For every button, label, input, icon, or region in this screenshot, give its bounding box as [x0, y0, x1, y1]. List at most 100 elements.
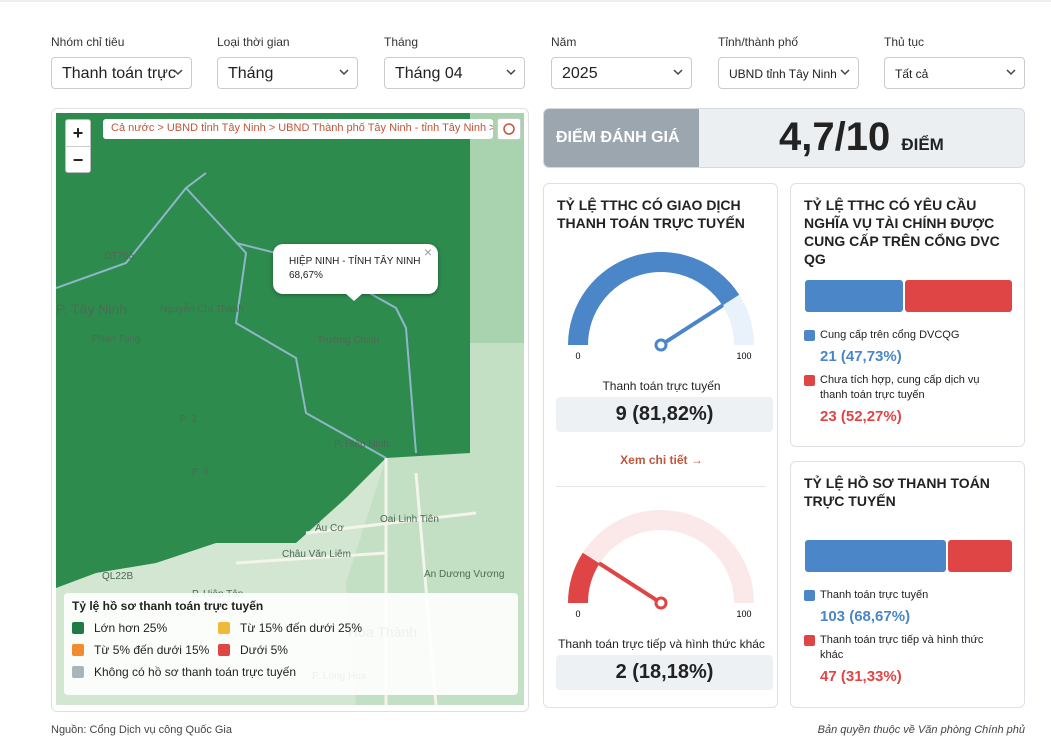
score-number: 4,7/10	[779, 115, 891, 159]
score-label: ĐIỂM ĐÁNH GIÁ	[544, 109, 699, 167]
chevron	[1006, 69, 1016, 76]
series-row: Thanh toán trực tuyến 103 (68,67%)	[804, 588, 1009, 624]
series-value: 23 (52,27%)	[820, 408, 902, 425]
place-label: P. 4	[192, 467, 209, 478]
filter-label: Loại thời gian	[217, 35, 290, 49]
stacked-bar	[805, 280, 1012, 312]
place-label: Phan Tung	[92, 334, 141, 345]
place-label: DT785	[104, 251, 135, 262]
chevron	[840, 69, 850, 76]
place-label: Trường Chinh	[317, 335, 380, 346]
stacked-bar	[805, 540, 1012, 572]
top-border	[0, 0, 1051, 2]
gauge-hub	[654, 596, 668, 610]
filter-select[interactable]: 2025	[551, 57, 692, 89]
series-value: 47 (31,33%)	[820, 668, 902, 685]
reset-icon	[503, 123, 515, 135]
place-label: Âu Cơ	[315, 523, 344, 534]
legend-swatch	[218, 622, 230, 634]
region-hiep-ninh[interactable]	[56, 113, 470, 588]
series-name: Cung cấp trên cổng DVCQG	[820, 329, 960, 341]
filter-value: UBND tỉnh Tây Ninh	[729, 67, 837, 81]
boundary	[185, 187, 387, 459]
legend-text: Lớn hơn 25%	[94, 621, 168, 635]
popup-tip	[345, 293, 363, 301]
series-row: Cung cấp trên cổng DVCQG 21 (47,73%)	[804, 328, 1009, 364]
bar-card: TỶ LỆ TTHC CÓ YÊU CẦU NGHĨA VỤ TÀI CHÍNH…	[790, 183, 1025, 447]
gauge-min: 0	[575, 351, 580, 361]
card-title: TỶ LỆ HỒ SƠ THANH TOÁN TRỰC TUYẾN	[804, 475, 990, 509]
gauge-max: 100	[736, 609, 751, 619]
chevron	[339, 69, 349, 76]
breadcrumb[interactable]: Cả nước > UBND tỉnh Tây Ninh > UBND Thàn…	[103, 119, 493, 139]
gauge-name: Thanh toán trực tuyến	[602, 379, 721, 393]
popup-value: 68,67%	[289, 270, 323, 281]
gauge-min: 0	[575, 609, 580, 619]
zoom-out[interactable]: −	[72, 150, 84, 170]
gauge-track	[582, 510, 754, 603]
legend-text: Từ 5% đến dưới 15%	[94, 643, 210, 657]
filter-select[interactable]: Tháng	[217, 57, 358, 89]
gauge: 0 100	[568, 251, 754, 361]
divider	[556, 486, 766, 487]
place-label: An Dương Vương	[424, 569, 505, 580]
popup-close[interactable]: ×	[423, 244, 432, 260]
filter-label: Tháng	[384, 35, 419, 49]
series-swatch	[804, 375, 815, 386]
filter-select[interactable]: Thanh toán trực	[51, 57, 192, 89]
card-title: TỶ LỆ TTHC CÓ GIAO DỊCH THANH TOÁN TRỰC …	[557, 197, 745, 231]
filter-value: Tháng 04	[395, 65, 463, 82]
chevron-path	[673, 69, 683, 76]
gauge-name: Thanh toán trực tiếp và hình thức khác	[558, 637, 765, 651]
filter-label: Nhóm chỉ tiêu	[51, 35, 125, 49]
bar-card: TỶ LỆ HỒ SƠ THANH TOÁN TRỰC TUYẾN Thanh t…	[790, 461, 1025, 708]
map-panel: + − Cả nước > UBND tỉnh Tây Ninh > UBND …	[51, 108, 529, 712]
filter-select[interactable]: Tất cả	[884, 57, 1025, 89]
legend-text: Từ 15% đến dưới 25%	[240, 621, 362, 635]
gauge-card: TỶ LỆ TTHC CÓ GIAO DỊCH THANH TOÁN TRỰC …	[543, 183, 778, 708]
series-swatch	[804, 635, 815, 646]
gauge-max: 100	[736, 351, 751, 361]
zoom-in[interactable]: +	[66, 120, 90, 147]
details-link[interactable]: Xem chi tiết →	[620, 453, 703, 467]
legend-title: Tỷ lệ hồ sơ thanh toán trực tuyến	[72, 599, 264, 613]
legend-item: Dưới 5%	[218, 643, 288, 657]
place-label: Oai Linh Tiên	[380, 514, 439, 525]
filter-value: 2025	[562, 65, 598, 82]
legend-text: Dưới 5%	[240, 643, 288, 657]
reset-button[interactable]	[497, 118, 521, 140]
filter-value: Tháng	[228, 65, 274, 82]
place-label: Nguyễn Chí Thanh	[160, 304, 244, 315]
bar-segment	[805, 280, 903, 312]
series-row: Chưa tích hợp, cung cấp dịch vụ thanh to…	[804, 373, 1009, 424]
legend-item: Từ 5% đến dưới 15%	[72, 643, 209, 657]
gauge: 0 100	[568, 510, 754, 619]
popup-title: HIỆP NINH - TỈNH TÂY NINH	[289, 256, 421, 267]
bar-segment	[805, 540, 946, 572]
gauge-hub	[654, 338, 668, 352]
zoom-control: + −	[65, 119, 91, 173]
series-name: Chưa tích hợp, cung cấp dịch vụ thanh to…	[820, 374, 980, 401]
filter-label: Tỉnh/thành phố	[718, 35, 799, 49]
series-value: 103 (68,67%)	[820, 608, 911, 625]
filter-select[interactable]: UBND tỉnh Tây Ninh	[718, 57, 859, 89]
series-name: Thanh toán trực tuyến	[820, 589, 929, 601]
footer-source: Nguồn: Cổng Dịch vụ công Quốc Gia	[51, 724, 232, 736]
bar-segment	[947, 540, 1012, 572]
score-unit: ĐIỂM	[901, 135, 944, 154]
legend-swatch	[72, 622, 84, 634]
bar-segment	[904, 280, 1012, 312]
boundary	[56, 172, 207, 289]
chevron	[673, 69, 683, 76]
chevron-path	[173, 69, 183, 76]
chevron-path	[506, 69, 516, 76]
place-label: P. Tây Ninh	[56, 301, 128, 317]
gauge-needle	[659, 304, 724, 347]
chevron	[173, 69, 183, 76]
filter-select[interactable]: Tháng 04	[384, 57, 525, 89]
popup: HIỆP NINH - TỈNH TÂY NINH 68,67% ×	[273, 244, 438, 301]
map-area	[470, 113, 524, 343]
gauge-value: 2 (18,18%)	[556, 655, 773, 690]
legend-item: Lớn hơn 25%	[72, 621, 167, 635]
